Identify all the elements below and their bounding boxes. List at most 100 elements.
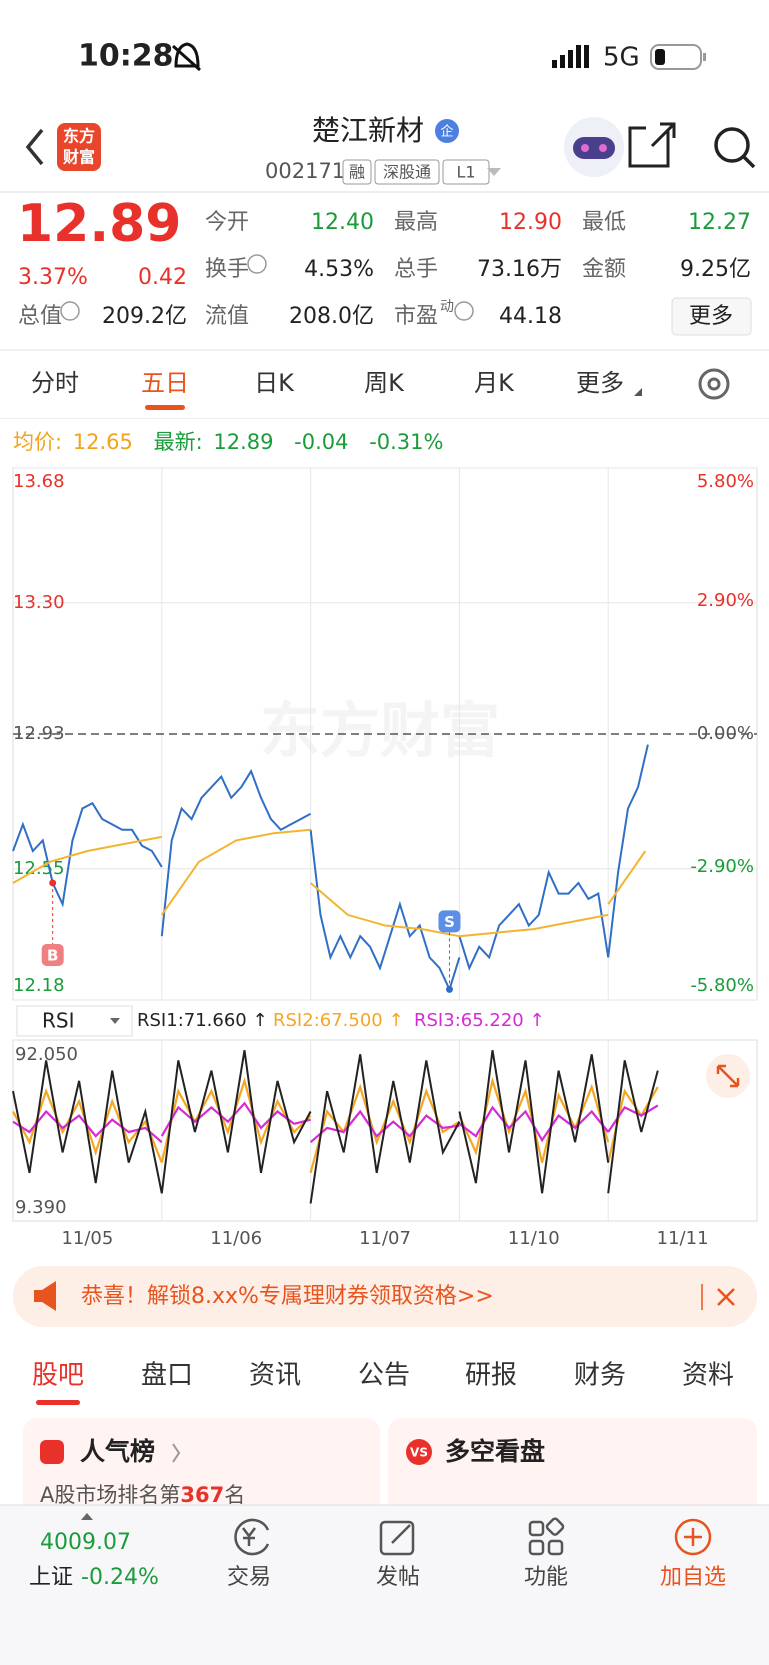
y2-tick-label: -2.90% (690, 856, 754, 877)
nav-item[interactable]: 加自选 (660, 1565, 726, 1590)
promo-banner[interactable] (13, 1266, 757, 1327)
longshort-card[interactable] (388, 1418, 757, 1528)
avg-line (459, 913, 609, 938)
nav-item[interactable]: 交易 (227, 1565, 271, 1590)
latest-value: 12.89 (213, 430, 273, 454)
section-tab[interactable]: 股吧 (32, 1361, 84, 1391)
y-tick-label: 13.68 (13, 471, 65, 492)
close-button[interactable] (717, 1288, 735, 1306)
field-label: 金额 (582, 257, 626, 282)
field-sup: 动 (440, 299, 454, 315)
rsi-labels: RSI1:71.660 ↑ RSI2:67.500 ↑ RSI3:65.220 ↑ (137, 1010, 545, 1031)
promo-text: 恭喜！解锁8.xx%专属理财券领取资格>> (81, 1284, 494, 1309)
info-icon[interactable] (454, 301, 474, 321)
marker-badge (438, 910, 461, 933)
card-title: 人气榜 (80, 1437, 155, 1466)
tag-box (442, 159, 490, 185)
section-tab[interactable]: 盘口 (141, 1361, 193, 1391)
period-tab[interactable]: 更多 (576, 369, 624, 397)
more-label: 更多 (689, 304, 733, 329)
back-button[interactable] (25, 128, 44, 166)
y2-tick-label: 0.00% (697, 723, 754, 744)
more-button[interactable] (671, 297, 752, 336)
y-tick-label: 12.93 (13, 723, 65, 744)
nav-item[interactable]: 功能 (524, 1565, 568, 1590)
period-tab[interactable]: 月K (474, 369, 515, 397)
status-time: 10:28 (78, 39, 174, 74)
settings-button[interactable] (698, 368, 730, 400)
section-tab[interactable]: 公告 (358, 1361, 410, 1391)
index-change: -0.24% (81, 1565, 159, 1590)
field-label: 今开 (205, 210, 249, 235)
period-tab[interactable]: 日K (254, 369, 295, 397)
section-tab[interactable]: 研报 (465, 1361, 517, 1391)
logo[interactable] (57, 123, 101, 171)
logo-text: 财富 (62, 148, 95, 167)
quote-fields: 今开 12.40 最高 12.90 最低 12.27 换手 4.53% 总手 73.16万 金额 9.… (18, 210, 751, 329)
date-label: 11/10 (508, 1228, 560, 1249)
period-tab[interactable]: 周K (364, 369, 405, 397)
tags: 融深股通 L1 (342, 159, 490, 185)
field-label: 换手 (205, 257, 249, 282)
y2-tick-label: 2.90% (697, 590, 754, 611)
dropdown-arrow (110, 1018, 120, 1024)
rsi-chart: 92.050 9.390 (12, 1040, 659, 1221)
watermark: 东方财富 (260, 697, 500, 767)
rsi-line (458, 1050, 610, 1194)
active-underline (145, 405, 185, 410)
field-value: 208.0亿 (289, 304, 374, 329)
info-icon[interactable] (247, 254, 267, 274)
search-button[interactable] (714, 127, 756, 169)
price: 12.89 (17, 194, 181, 254)
expand-button[interactable] (706, 1054, 750, 1098)
share-button[interactable] (628, 122, 676, 168)
date-label: 11/05 (61, 1228, 113, 1249)
section-tab[interactable]: 财务 (574, 1361, 626, 1391)
rank-line: A股市场排名第367名 (40, 1483, 245, 1507)
info-icon[interactable] (60, 301, 80, 321)
index-name: 上证 (29, 1565, 73, 1590)
rsi-line (12, 1060, 163, 1194)
stock-code: 002171 (265, 159, 345, 183)
index-arrow (81, 1513, 93, 1520)
badge-text: 企 (440, 124, 453, 140)
nav-item[interactable]: 发帖 (376, 1565, 420, 1590)
rsi-min-label: 9.390 (15, 1197, 67, 1218)
field-label: 总手 (394, 257, 438, 282)
field-label: 最高 (394, 210, 438, 235)
nav-items: 交易 发帖 功能 加自选 (227, 1565, 726, 1590)
network: 5G (603, 43, 640, 73)
megaphone-icon (34, 1281, 56, 1311)
marker-dot (49, 879, 57, 887)
rsi-line (160, 1101, 311, 1137)
field-value: 12.90 (499, 210, 562, 235)
period-tab[interactable]: 分时 (31, 369, 79, 397)
assistant-avatar[interactable] (564, 117, 624, 177)
marker-label: B (47, 946, 58, 964)
field-value: 12.40 (311, 210, 374, 235)
period-tab[interactable]: 五日 (141, 369, 189, 397)
rsi-line (160, 1050, 312, 1194)
function-icon (528, 1517, 565, 1556)
rank-icon (40, 1440, 64, 1464)
section-tab[interactable]: 资讯 (249, 1361, 301, 1391)
post-icon (379, 1520, 415, 1556)
field-label: 市盈 (394, 304, 438, 329)
index-line[interactable]: 上证 -0.24% (29, 1565, 159, 1590)
dropdown-arrow[interactable] (487, 168, 501, 176)
popularity-card[interactable] (23, 1418, 380, 1528)
y2-tick-label: -5.80% (690, 975, 754, 996)
price-line (607, 744, 649, 958)
legend: 均价: 12.65 最新: 12.89 -0.04 -0.31% (13, 430, 443, 454)
rsi-selector-label: RSI (42, 1009, 75, 1033)
bottom-nav (0, 1505, 769, 1665)
section-tab[interactable]: 资料 (682, 1361, 734, 1391)
vs-icon (406, 1439, 432, 1465)
tag: L1 (456, 163, 475, 182)
index-value[interactable]: 4009.07 (40, 1530, 131, 1555)
avg-line (607, 850, 647, 905)
bell-off-icon (172, 42, 201, 72)
tag: 深股通 (383, 163, 431, 182)
rank-suffix: 名 (224, 1483, 245, 1507)
